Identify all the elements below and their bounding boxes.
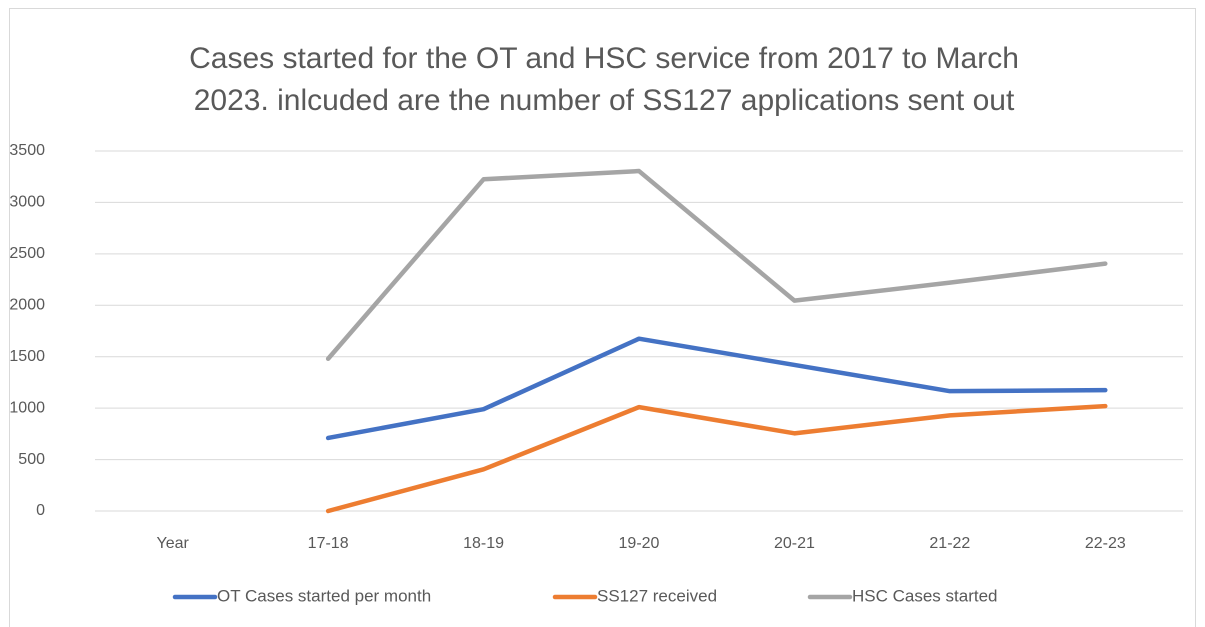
chart-border xyxy=(9,8,1196,627)
legend-label: HSC Cases started xyxy=(852,586,998,605)
y-tick-label: 1000 xyxy=(9,399,45,416)
legend-label: SS127 received xyxy=(597,586,717,605)
y-tick-label: 1500 xyxy=(9,348,45,365)
x-tick-label: 18-19 xyxy=(463,535,504,552)
x-tick-label: 21-22 xyxy=(929,535,970,552)
x-tick-label: Year xyxy=(157,535,190,552)
x-tick-label: 20-21 xyxy=(774,535,815,552)
series-line xyxy=(325,168,1108,362)
series-line xyxy=(325,336,1108,441)
y-tick-label: 2500 xyxy=(9,245,45,262)
y-tick-label: 500 xyxy=(18,451,45,468)
series-line xyxy=(325,403,1108,514)
chart-title: 2023. inlcuded are the number of SS127 a… xyxy=(194,84,1015,117)
y-tick-label: 0 xyxy=(36,502,45,519)
y-tick-label: 3000 xyxy=(9,194,45,211)
y-tick-label: 3500 xyxy=(9,142,45,159)
x-tick-label: 22-23 xyxy=(1085,535,1126,552)
x-tick-label: 17-18 xyxy=(308,535,349,552)
legend-label: OT Cases started per month xyxy=(217,586,431,605)
y-tick-label: 2000 xyxy=(9,297,45,314)
chart-title: Cases started for the OT and HSC service… xyxy=(189,42,1019,75)
x-tick-label: 19-20 xyxy=(619,535,660,552)
